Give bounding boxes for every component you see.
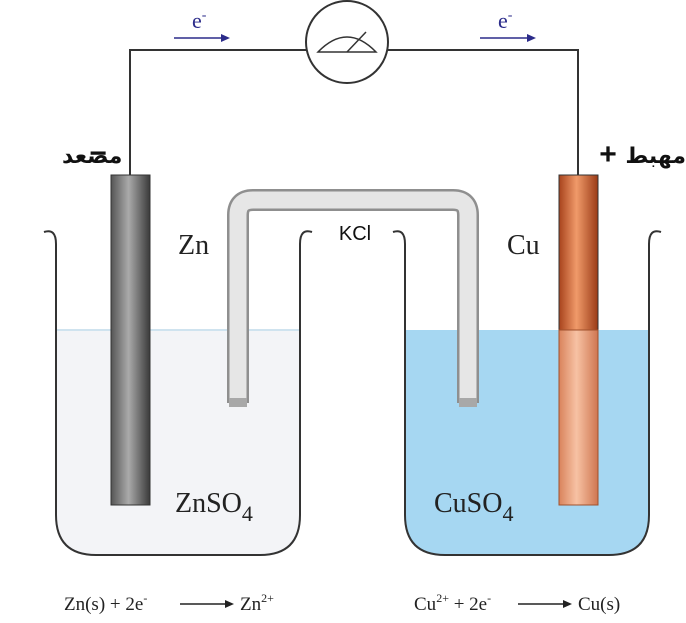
anode-label: مصعد — [62, 143, 122, 168]
formula: CuSO — [434, 488, 502, 519]
galvanometer — [305, 0, 389, 84]
label-bg — [322, 220, 388, 248]
equation-right-side: Zn2+ — [240, 591, 274, 615]
reactant: + 2e — [449, 594, 487, 615]
wire — [129, 49, 306, 175]
superscript: 2+ — [436, 591, 449, 605]
reactant: Cu — [414, 594, 437, 615]
equation-left-side: Cu2+ + 2e- — [414, 591, 491, 615]
product: Zn — [240, 594, 262, 615]
zinc-electrode — [110, 174, 151, 506]
subscript: 4 — [242, 501, 253, 526]
solution-label: CuSO4 — [434, 488, 513, 526]
electron-charge: - — [202, 8, 207, 23]
reaction-arrow — [180, 600, 234, 608]
salt-bridge — [227, 189, 479, 407]
superscript: - — [143, 591, 147, 605]
subscript: 4 — [502, 501, 513, 526]
anode-sign: − — [89, 137, 107, 170]
electrode-label: Zn — [178, 230, 209, 261]
cathode-sign: + — [599, 138, 617, 171]
electron-charge: - — [508, 8, 513, 23]
electron-label: e- — [498, 8, 513, 33]
cathode-label: مهبط — [625, 143, 686, 169]
cuso4-solution — [405, 330, 649, 555]
superscript: - — [487, 591, 491, 605]
copper-electrode-submerged — [558, 329, 599, 506]
electron-arrow — [480, 34, 536, 42]
beaker — [43, 230, 313, 556]
electron-arrow — [174, 34, 230, 42]
solution-label: ZnSO4 — [175, 488, 253, 526]
product: Cu(s) — [578, 594, 620, 615]
formula: ZnSO — [175, 488, 242, 519]
electrode-label: Cu — [507, 230, 540, 261]
reaction-arrow — [518, 600, 572, 608]
electron-symbol: e — [498, 8, 508, 33]
equation-left-side: Zn(s) + 2e- — [64, 591, 147, 615]
electron-symbol: e — [192, 8, 202, 33]
znso4-solution — [56, 330, 300, 555]
reactants: Zn(s) + 2e — [64, 594, 143, 615]
wire — [388, 49, 579, 175]
copper-electrode — [558, 174, 599, 331]
electron-label: e- — [192, 8, 207, 33]
equation-right-side: Cu(s) — [578, 594, 620, 615]
salt-bridge-label: KCl — [339, 223, 371, 245]
superscript: 2+ — [261, 591, 274, 605]
beaker — [392, 230, 662, 556]
